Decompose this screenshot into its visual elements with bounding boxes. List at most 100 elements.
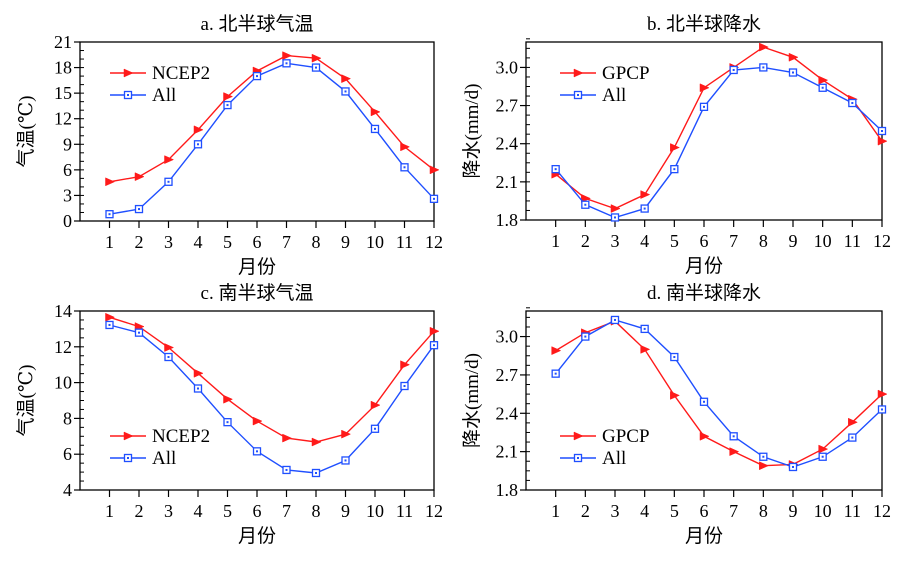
x-tick-label: 10: [814, 501, 832, 521]
data-point-all-dot: [226, 104, 229, 107]
x-tick-label: 2: [135, 501, 144, 521]
x-tick-label: 9: [341, 501, 350, 521]
x-tick-label: 6: [700, 501, 709, 521]
data-point-all-dot: [881, 130, 883, 132]
data-point-all-dot: [403, 385, 406, 388]
legend-item: NCEP2: [110, 63, 210, 84]
y-tick-label: 2.7: [496, 96, 519, 116]
legend-item: All: [560, 85, 626, 106]
data-point-all-dot: [433, 197, 435, 200]
data-point-all: [670, 164, 679, 174]
data-point-ncep2: [193, 368, 204, 378]
legend-marker: [123, 431, 134, 441]
y-tick-label: 2.4: [496, 134, 519, 154]
y-tick-label: 0: [63, 211, 72, 231]
chart-title: c. 南半球气温: [201, 282, 314, 304]
legend-marker: [573, 90, 583, 100]
data-point-all: [759, 452, 768, 461]
x-tick-label: 4: [640, 231, 649, 251]
x-tick-label: 11: [396, 501, 413, 521]
x-axis: 1 2 3 4 5 6 7 8 9 10 11 12: [105, 490, 443, 521]
data-point-all-dot: [197, 387, 199, 390]
y-axis: 0 3 6 9 12 15 18 21: [54, 32, 84, 231]
data-point-all-dot: [584, 203, 587, 206]
y-tick-label: 2.7: [496, 365, 519, 385]
y-tick-label: 2.1: [496, 442, 519, 462]
data-point-all-dot: [851, 436, 854, 439]
data-point-gpcp: [818, 75, 829, 85]
chart-title: d. 南半球降水: [647, 282, 761, 304]
data-point-all: [729, 65, 738, 75]
y-tick-label: 14: [54, 301, 72, 321]
data-point-all-dot: [374, 127, 376, 130]
x-tick-label: 7: [729, 231, 738, 251]
y-tick-label: 8: [63, 408, 72, 428]
x-tick-label: 1: [105, 232, 114, 252]
series-line-all: [109, 62, 435, 215]
data-point-gpcp: [848, 417, 858, 427]
x-tick-label: 7: [729, 501, 738, 521]
series-all: [551, 315, 887, 472]
data-point-all: [429, 194, 439, 203]
data-point-all: [252, 447, 262, 456]
x-tick-label: 3: [164, 232, 173, 252]
data-point-all: [193, 384, 203, 393]
data-point-all-dot: [821, 455, 824, 458]
data-point-all: [581, 332, 590, 341]
x-tick-label: 12: [873, 501, 891, 521]
legend-marker-dot: [127, 94, 129, 96]
y-axis-label: 气温(℃): [15, 96, 37, 168]
data-point-gpcp: [640, 344, 651, 354]
data-point-all-dot: [315, 66, 317, 69]
x-tick-label: 9: [341, 232, 350, 252]
data-point-all: [341, 456, 350, 465]
x-axis: 1 2 3 4 5 6 7 8 9 10 11 12: [105, 221, 443, 252]
data-point-all: [193, 140, 203, 149]
data-point-all-dot: [792, 465, 794, 468]
x-tick-label: 1: [551, 501, 560, 521]
series-all: [551, 63, 887, 222]
x-tick-label: 12: [425, 501, 443, 521]
data-point-ncep2: [105, 312, 116, 322]
legend-item: NCEP2: [110, 426, 210, 447]
data-point-all-dot: [344, 90, 347, 93]
y-tick-label: 21: [54, 32, 72, 52]
data-point-all-dot: [673, 356, 676, 359]
y-tick-label: 2.4: [496, 403, 519, 423]
data-point-ncep2: [429, 326, 440, 336]
data-point-all-dot: [433, 344, 435, 347]
x-tick-label: 11: [396, 232, 413, 252]
data-point-all-dot: [167, 356, 170, 359]
x-tick-label: 1: [105, 501, 114, 521]
data-point-all-dot: [792, 71, 794, 74]
data-point-all: [788, 68, 798, 77]
x-axis-label: 月份: [685, 525, 723, 547]
x-tick-label: 9: [789, 231, 798, 251]
data-point-ncep2: [164, 155, 175, 165]
x-tick-label: 11: [844, 231, 861, 251]
x-tick-label: 5: [223, 501, 232, 521]
y-tick-label: 6: [63, 160, 72, 180]
data-point-all-dot: [285, 468, 288, 471]
y-tick-label: 9: [63, 134, 72, 154]
data-point-gpcp: [759, 42, 769, 52]
data-point-all: [429, 341, 439, 350]
legend-marker: [573, 453, 583, 463]
data-point-ncep2: [311, 53, 322, 63]
data-point-all-dot: [703, 400, 705, 403]
x-tick-label: 4: [640, 501, 649, 521]
data-point-ncep2: [341, 74, 352, 84]
legend-label: All: [152, 85, 176, 106]
data-point-all: [164, 352, 173, 362]
data-point-all: [370, 424, 380, 433]
legend-marker: [123, 68, 134, 78]
y-axis-label: 降水(mm/d): [461, 353, 483, 448]
series-line-all: [109, 324, 435, 474]
data-point-all: [223, 100, 232, 110]
data-point-all: [223, 418, 232, 427]
data-point-all-dot: [344, 459, 347, 462]
